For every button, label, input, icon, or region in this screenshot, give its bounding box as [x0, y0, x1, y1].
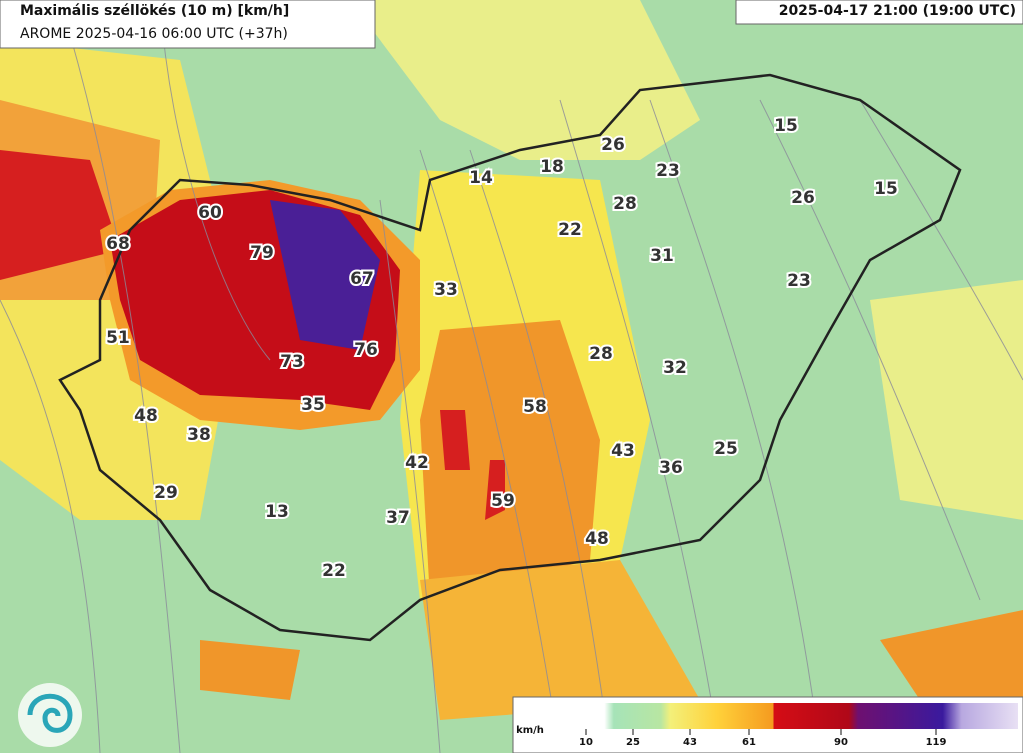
gust-value: 23: [787, 271, 811, 291]
gust-value: 68: [106, 234, 130, 254]
logo: [18, 683, 82, 747]
gust-value: 67: [350, 269, 374, 289]
gust-value: 79: [250, 243, 274, 263]
gust-value: 43: [611, 441, 635, 461]
wind-area: [0, 150, 120, 280]
wind-area: [420, 320, 600, 600]
gust-value: 60: [198, 203, 222, 223]
gust-value: 18: [540, 157, 564, 177]
gust-value: 33: [434, 280, 458, 300]
colorbar-tick-label: 119: [926, 737, 947, 748]
gust-value: 23: [656, 161, 680, 181]
colorbar-unit: km/h: [516, 725, 544, 736]
valid-time: 2025-04-17 21:00 (19:00 UTC): [779, 3, 1016, 19]
colorbar-tick-label: 25: [626, 737, 640, 748]
gust-value: 58: [523, 397, 547, 417]
wind-area: [420, 560, 700, 720]
wind-area: [440, 410, 505, 520]
colorbar-tick-label: 61: [742, 737, 756, 748]
gust-value: 48: [134, 406, 158, 426]
gust-value: 51: [106, 328, 130, 348]
gust-value: 35: [301, 395, 325, 415]
colorbar-tick-label: 10: [579, 737, 593, 748]
gust-value: 25: [714, 439, 738, 459]
wind-area: [870, 280, 1023, 520]
gust-value: 32: [663, 358, 687, 378]
map-labels: 60 68 79 67 51 73 76 48 38 35 33 14 18 26 23 28 22 31 15 26…: [104, 114, 900, 583]
gust-value: 38: [187, 425, 211, 445]
gust-value: 22: [558, 220, 582, 240]
gust-value: 59: [491, 491, 515, 511]
gust-value: 13: [265, 502, 289, 522]
gust-value: 29: [154, 483, 178, 503]
gust-value: 37: [386, 508, 410, 528]
wind-area: [270, 200, 380, 350]
gust-value: 28: [613, 194, 637, 214]
title: Maximális széllökés (10 m) [km/h]: [20, 3, 289, 19]
country-border: [58, 73, 962, 642]
gust-value: 48: [585, 529, 609, 549]
gust-value: 73: [280, 352, 304, 372]
colorbar-tick-label: 90: [834, 737, 848, 748]
gust-value: 14: [469, 168, 493, 188]
gust-value: 26: [601, 135, 625, 155]
gust-value: 28: [589, 344, 613, 364]
gust-value: 31: [650, 246, 674, 266]
colorbar-tick-label: 43: [683, 737, 697, 748]
gust-value: 36: [659, 458, 683, 478]
wind-area: [200, 640, 300, 700]
valid-time-box: [735, 0, 1023, 25]
gust-value: 26: [791, 188, 815, 208]
gust-value: 22: [322, 561, 346, 581]
gust-value: 15: [874, 179, 898, 199]
gust-value: 15: [774, 116, 798, 136]
gust-field: [0, 0, 1023, 720]
gust-value: 76: [354, 340, 378, 360]
wind-area: [880, 610, 1023, 700]
colorbar: [548, 703, 1018, 729]
title-box: [0, 0, 376, 49]
subtitle: AROME 2025-04-16 06:00 UTC (+37h): [20, 26, 288, 42]
gust-value: 42: [405, 453, 429, 473]
